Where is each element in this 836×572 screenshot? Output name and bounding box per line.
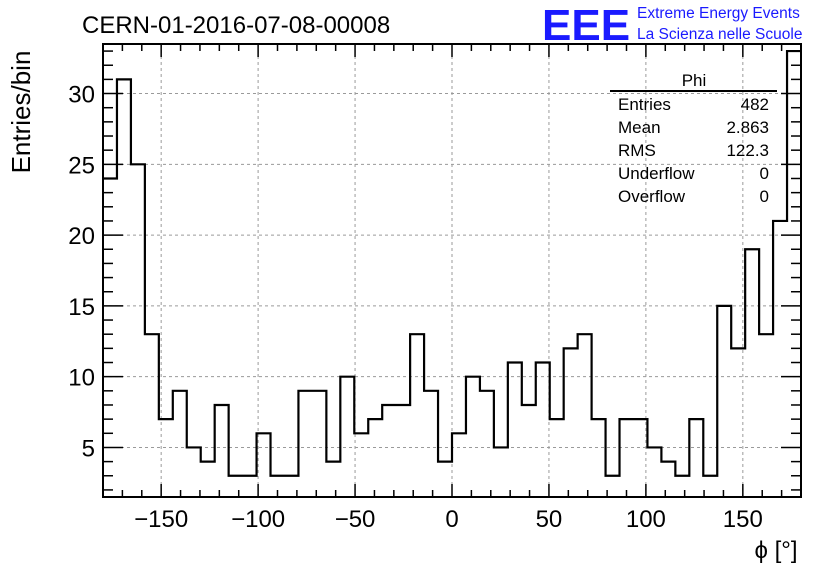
y-tick-label: 15 <box>68 294 95 321</box>
x-axis: −150 −100 −50 0 50 100 150 <box>121 44 783 533</box>
x-tick-label: −150 <box>134 506 188 533</box>
x-tick-label: −50 <box>335 506 376 533</box>
logo-line-2: La Scienza nelle Scuole <box>637 26 802 43</box>
stats-value-rms: 122.3 <box>726 141 769 160</box>
logo-line-1: Extreme Energy Events <box>637 5 800 22</box>
y-tick-label: 20 <box>68 223 95 250</box>
y-tick-label: 10 <box>68 365 95 392</box>
x-tick-label: 0 <box>445 506 458 533</box>
x-axis-label: ϕ [°] <box>754 537 797 564</box>
x-tick-label: 150 <box>723 506 763 533</box>
stats-value-mean: 2.863 <box>726 118 769 137</box>
y-tick-label: 5 <box>82 435 95 462</box>
eee-logo-mark: EEE <box>542 1 630 50</box>
x-tick-label: −100 <box>231 506 285 533</box>
stats-label-mean: Mean <box>618 118 661 137</box>
stats-label-underflow: Underflow <box>618 164 695 183</box>
stats-label-entries: Entries <box>618 95 671 114</box>
grid-lines <box>103 44 801 497</box>
y-axis: 5 10 15 20 25 30 <box>68 50 801 491</box>
stats-value-entries: 482 <box>741 95 769 114</box>
x-tick-label: 50 <box>536 506 563 533</box>
histogram-series <box>103 49 801 477</box>
stats-name: Phi <box>682 71 707 90</box>
y-tick-label: 25 <box>68 152 95 179</box>
stats-label-rms: RMS <box>618 141 656 160</box>
stats-box: Phi Entries 482 Mean 2.863 RMS 122.3 Und… <box>610 71 777 206</box>
stats-value-underflow: 0 <box>760 164 769 183</box>
y-axis-label: Entries/bin <box>6 51 36 174</box>
chart-title: CERN-01-2016-07-08-00008 <box>82 12 390 39</box>
x-tick-label: 100 <box>626 506 666 533</box>
y-tick-label: 30 <box>68 82 95 109</box>
stats-label-overflow: Overflow <box>618 187 686 206</box>
eee-logo: EEE Extreme Energy Events La Scienza nel… <box>542 1 802 50</box>
stats-value-overflow: 0 <box>760 187 769 206</box>
